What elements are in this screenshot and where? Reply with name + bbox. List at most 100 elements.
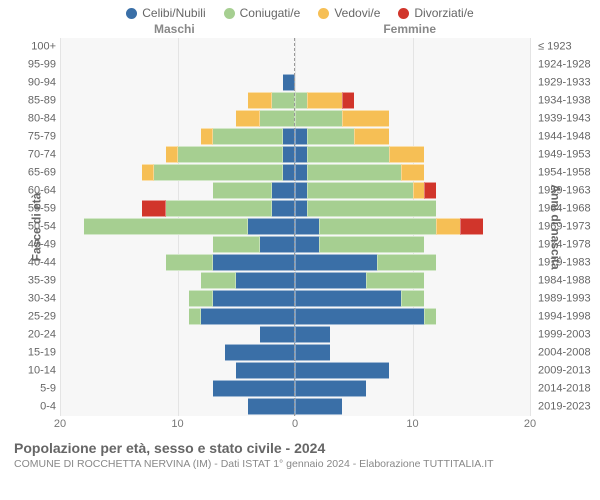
female-bar — [295, 164, 530, 181]
bar-segment-married — [213, 236, 260, 253]
female-bar — [295, 218, 530, 235]
pyramid-row — [60, 398, 530, 415]
bar-segment-single — [260, 236, 295, 253]
birth-label: 1924-1928 — [534, 60, 600, 71]
male-bar — [60, 308, 295, 325]
bar-segment-widowed — [142, 164, 154, 181]
bar-segment-married — [295, 110, 342, 127]
birth-label: 2019-2023 — [534, 402, 600, 413]
pyramid-row — [60, 56, 530, 73]
male-bar — [60, 218, 295, 235]
bar-segment-single — [295, 218, 319, 235]
age-label: 20-24 — [0, 330, 60, 341]
age-label: 0-4 — [0, 402, 60, 413]
bar-segment-single — [295, 326, 330, 343]
bar-segment-single — [213, 290, 295, 307]
female-bar — [295, 308, 530, 325]
age-labels: 0-45-910-1415-1920-2425-2930-3435-3940-4… — [0, 38, 56, 416]
legend-swatch — [398, 8, 409, 19]
age-label: 70-74 — [0, 150, 60, 161]
legend-item: Celibi/Nubili — [126, 6, 205, 20]
pyramid-row — [60, 92, 530, 109]
bar-segment-married — [84, 218, 249, 235]
pyramid-row — [60, 164, 530, 181]
x-axis: 201001020 — [60, 416, 530, 434]
bar-segment-single — [213, 380, 295, 397]
bar-segment-widowed — [354, 128, 389, 145]
bar-segment-single — [236, 362, 295, 379]
bar-segment-married — [307, 182, 413, 199]
pyramid-row — [60, 326, 530, 343]
legend: Celibi/NubiliConiugati/eVedovi/eDivorzia… — [0, 0, 600, 22]
birth-label: 1934-1938 — [534, 96, 600, 107]
female-bar — [295, 38, 530, 55]
bar-segment-married — [307, 128, 354, 145]
bar-segment-single — [295, 362, 389, 379]
bar-segment-widowed — [342, 110, 389, 127]
bar-segment-single — [295, 398, 342, 415]
male-bar — [60, 398, 295, 415]
legend-swatch — [318, 8, 329, 19]
pyramid-row — [60, 272, 530, 289]
birth-label: 1974-1978 — [534, 240, 600, 251]
bar-segment-single — [295, 128, 307, 145]
pyramid-chart — [60, 38, 530, 416]
bar-segment-married — [166, 254, 213, 271]
male-bar — [60, 92, 295, 109]
bar-segment-single — [295, 164, 307, 181]
legend-item: Vedovi/e — [318, 6, 380, 20]
male-bar — [60, 128, 295, 145]
bar-segment-single — [272, 182, 296, 199]
bar-segment-single — [295, 200, 307, 217]
bar-segment-single — [201, 308, 295, 325]
age-label: 65-69 — [0, 168, 60, 179]
bar-segment-married — [377, 254, 436, 271]
pyramid-row — [60, 200, 530, 217]
female-bar — [295, 254, 530, 271]
bar-segment-single — [295, 272, 366, 289]
legend-item: Divorziati/e — [398, 6, 473, 20]
bar-segment-widowed — [248, 92, 272, 109]
bar-segment-single — [295, 236, 319, 253]
age-label: 85-89 — [0, 96, 60, 107]
female-bar — [295, 56, 530, 73]
female-bar — [295, 128, 530, 145]
bar-segment-married — [424, 308, 436, 325]
birth-label: 1994-1998 — [534, 312, 600, 323]
bar-segment-single — [213, 254, 295, 271]
age-label: 30-34 — [0, 294, 60, 305]
bar-segment-married — [319, 236, 425, 253]
age-label: 40-44 — [0, 258, 60, 269]
bar-segment-widowed — [436, 218, 460, 235]
chart-inner — [60, 38, 530, 416]
x-tick: 20 — [524, 418, 536, 430]
pyramid-row — [60, 254, 530, 271]
male-bar — [60, 362, 295, 379]
pyramid-row — [60, 344, 530, 361]
birth-label: 2004-2008 — [534, 348, 600, 359]
pyramid-row — [60, 110, 530, 127]
bar-segment-widowed — [307, 92, 342, 109]
pyramid-row — [60, 290, 530, 307]
male-bar — [60, 146, 295, 163]
x-tick: 0 — [292, 418, 298, 430]
birth-label: 1979-1983 — [534, 258, 600, 269]
female-bar — [295, 272, 530, 289]
bar-segment-married — [201, 272, 236, 289]
female-bar — [295, 290, 530, 307]
female-bar — [295, 362, 530, 379]
pyramid-row — [60, 38, 530, 55]
bar-segment-married — [295, 92, 307, 109]
male-bar — [60, 74, 295, 91]
bar-segment-married — [189, 290, 213, 307]
pyramid-row — [60, 308, 530, 325]
birth-label: 1964-1968 — [534, 204, 600, 215]
bar-segment-widowed — [166, 146, 178, 163]
bar-segment-divorced — [460, 218, 484, 235]
pyramid-row — [60, 74, 530, 91]
birth-label: 2014-2018 — [534, 384, 600, 395]
legend-swatch — [224, 8, 235, 19]
female-bar — [295, 110, 530, 127]
bar-segment-married — [401, 290, 425, 307]
female-bar — [295, 380, 530, 397]
